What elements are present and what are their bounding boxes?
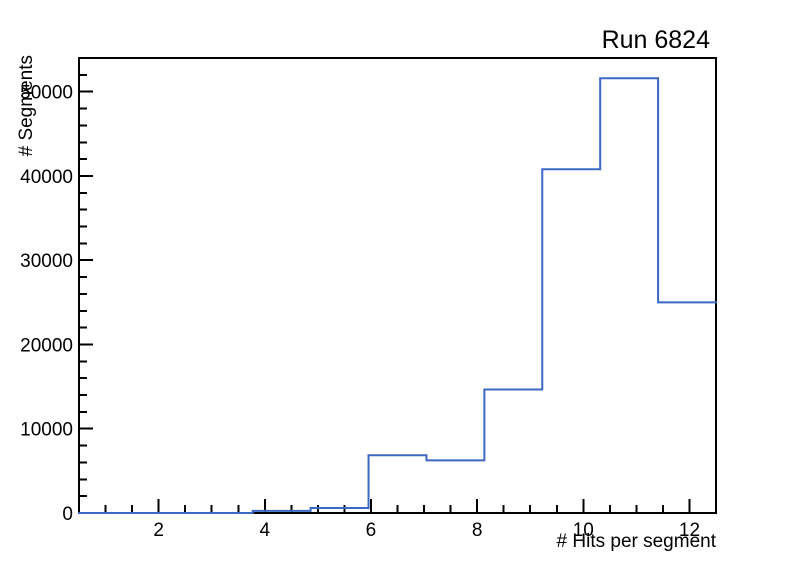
y-tick-label: 40000 [20,167,73,188]
x-tick-label: 6 [366,520,377,541]
y-tick-label: 20000 [20,335,73,356]
x-tick-label: 12 [679,520,700,541]
histogram-line [78,77,717,514]
x-tick-label: 2 [153,520,164,541]
x-axis-title: # Hits per segment [556,531,716,552]
x-tick-label: 8 [472,520,483,541]
x-tick-label: 4 [260,520,271,541]
chart-title: Run 6824 [601,26,710,54]
plot-frame [78,57,717,514]
y-tick-label: 0 [62,504,73,525]
y-tick-label: 50000 [20,83,73,104]
y-tick-label: 10000 [20,420,73,441]
x-tick-label: 10 [573,520,594,541]
y-axis-title: # Segments [16,55,37,157]
y-tick-label: 30000 [20,251,73,272]
